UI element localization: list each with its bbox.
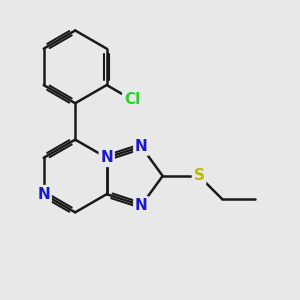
- Text: N: N: [37, 187, 50, 202]
- Text: Cl: Cl: [124, 92, 140, 107]
- Text: S: S: [194, 169, 205, 184]
- Text: N: N: [135, 139, 148, 154]
- Text: N: N: [100, 150, 113, 165]
- Text: N: N: [135, 198, 148, 213]
